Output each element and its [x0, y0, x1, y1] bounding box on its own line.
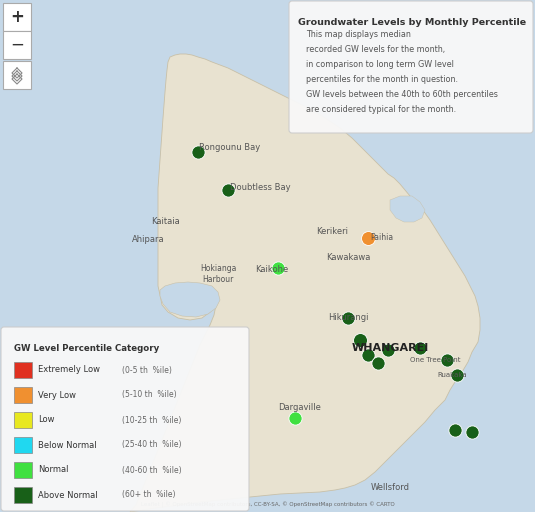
Text: (25-40 th  %ile): (25-40 th %ile) — [122, 440, 181, 450]
Point — [450, 426, 459, 434]
Text: recorded GW levels for the month,: recorded GW levels for the month, — [306, 45, 445, 54]
Text: GW levels between the 40th to 60th percentiles: GW levels between the 40th to 60th perce… — [306, 90, 498, 99]
Text: Hokianga
Harbour: Hokianga Harbour — [200, 264, 236, 284]
Point — [374, 359, 383, 367]
FancyBboxPatch shape — [3, 61, 31, 89]
FancyBboxPatch shape — [3, 31, 31, 59]
Bar — [14, 487, 32, 503]
Text: Paihia: Paihia — [370, 233, 394, 243]
Text: Doubtless Bay: Doubtless Bay — [230, 182, 291, 191]
Text: This map displays median: This map displays median — [306, 30, 411, 39]
Text: Kaitaia: Kaitaia — [151, 218, 179, 226]
Text: (0-5 th  %ile): (0-5 th %ile) — [122, 366, 172, 374]
Text: WHANGAREI: WHANGAREI — [351, 343, 429, 353]
Point — [356, 336, 364, 344]
Text: Leaflet | © OpenStreetMap contributors, CC-BY-SA, © OpenStreetMap contributors ©: Leaflet | © OpenStreetMap contributors, … — [141, 502, 394, 508]
Point — [194, 148, 202, 156]
Text: in comparison to long term GW level: in comparison to long term GW level — [306, 60, 454, 69]
Bar — [14, 387, 32, 403]
Bar — [14, 437, 32, 453]
Text: Above Normal: Above Normal — [38, 490, 97, 500]
Text: Hikurangi: Hikurangi — [328, 313, 368, 323]
Text: (60+ th  %ile): (60+ th %ile) — [122, 490, 175, 500]
Polygon shape — [160, 282, 220, 317]
Point — [364, 234, 372, 242]
FancyBboxPatch shape — [3, 3, 31, 31]
Text: GW Level Percentile Category: GW Level Percentile Category — [14, 344, 159, 353]
Point — [274, 264, 282, 272]
Point — [343, 314, 352, 322]
Text: (5-10 th  %ile): (5-10 th %ile) — [122, 391, 177, 399]
Text: Rongounu Bay: Rongounu Bay — [200, 143, 261, 153]
Text: Ruakaka: Ruakaka — [437, 372, 467, 378]
Bar — [14, 412, 32, 428]
Text: Kaikohe: Kaikohe — [255, 266, 288, 274]
Text: Dargaville: Dargaville — [279, 403, 322, 413]
Text: Kerikeri: Kerikeri — [316, 227, 348, 237]
Text: +: + — [10, 8, 24, 26]
Polygon shape — [130, 54, 480, 512]
Point — [364, 351, 372, 359]
Bar — [14, 462, 32, 478]
Point — [416, 344, 424, 352]
Polygon shape — [390, 196, 425, 222]
FancyBboxPatch shape — [289, 1, 533, 133]
Point — [468, 428, 476, 436]
Text: One Tree Point: One Tree Point — [410, 357, 460, 363]
Text: (10-25 th  %ile): (10-25 th %ile) — [122, 416, 181, 424]
Text: Kawakawa: Kawakawa — [326, 253, 370, 263]
Text: (40-60 th  %ile): (40-60 th %ile) — [122, 465, 181, 475]
Point — [443, 356, 452, 364]
Text: Ahipara: Ahipara — [132, 236, 164, 245]
Text: Normal: Normal — [38, 465, 68, 475]
Text: Very Low: Very Low — [38, 391, 76, 399]
Text: Extremely Low: Extremely Low — [38, 366, 100, 374]
FancyBboxPatch shape — [1, 327, 249, 511]
Text: Groundwater Levels by Monthly Percentile: Groundwater Levels by Monthly Percentile — [298, 18, 526, 27]
Text: percentiles for the month in question.: percentiles for the month in question. — [306, 75, 458, 84]
Bar — [14, 362, 32, 378]
Point — [224, 186, 232, 194]
Text: −: − — [10, 36, 24, 54]
Point — [291, 414, 299, 422]
Text: are considered typical for the month.: are considered typical for the month. — [306, 105, 456, 114]
Point — [384, 346, 392, 354]
Point — [453, 371, 461, 379]
Text: Wellsford: Wellsford — [371, 483, 409, 493]
Text: Low: Low — [38, 416, 55, 424]
Text: Below Normal: Below Normal — [38, 440, 97, 450]
